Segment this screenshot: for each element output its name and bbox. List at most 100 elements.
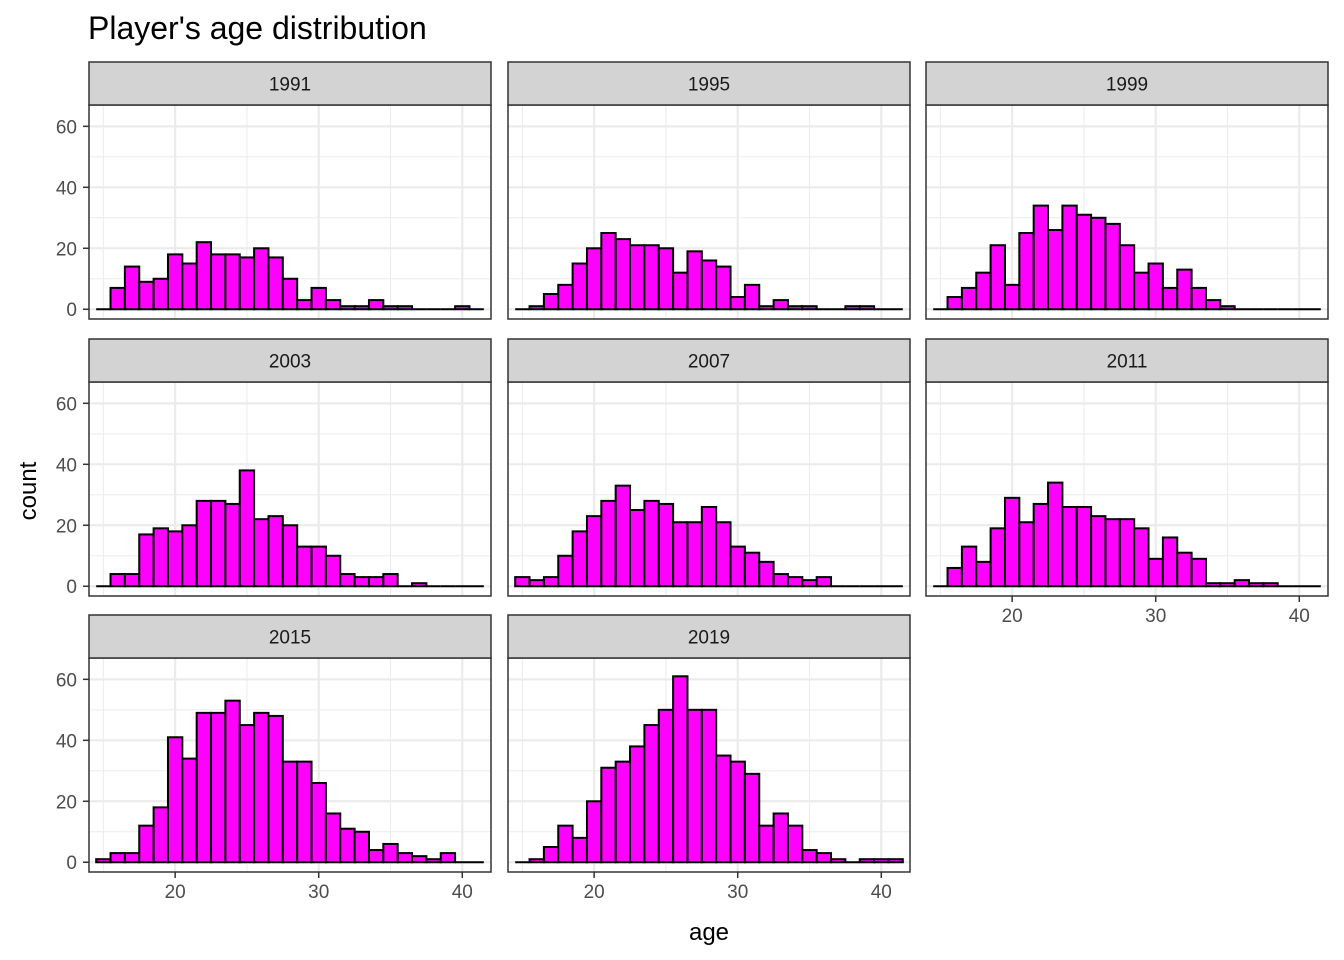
histogram-bar [353,305,370,311]
chart-title: Player's age distribution [88,10,427,46]
facet-panels: 1991 1995 1999 2003 2007 2011 2015 2019 [88,61,1329,873]
histogram-bar [1018,232,1035,311]
facet-panel-2015: 2015 [88,614,492,873]
histogram-bar [411,582,428,588]
histogram-bar [772,573,789,588]
histogram-bar [1176,551,1193,588]
histogram-bar [542,576,560,588]
histogram-bar [629,509,646,588]
histogram-bar [557,283,574,311]
histogram-bar [1133,271,1150,311]
histogram-bar [989,527,1006,588]
facet-panel-1995: 1995 [507,61,911,320]
x-axis-tick-label: 30 [727,882,748,903]
y-axis-tick-label: 20 [56,792,77,813]
facet-panel-1991: 1991 [88,61,492,320]
histogram-bar [715,521,732,588]
x-axis-tick-label: 40 [1289,606,1310,627]
histogram-bar [772,812,789,864]
histogram-bar [382,305,399,311]
y-axis-tick-label: 40 [56,178,77,199]
histogram-bar [1090,515,1107,588]
facet-strip [925,338,1329,383]
histogram-bar [152,277,169,311]
y-axis-tick-label: 0 [66,853,77,874]
histogram-bars-2015 [95,699,484,864]
histogram-bar [367,576,385,588]
histogram-bar [557,824,574,864]
histogram-bar [1204,582,1222,588]
histogram-bar [181,524,198,588]
y-axis-tick-label: 40 [56,731,77,752]
histogram-bar [858,858,876,864]
histogram-bar [1075,505,1093,588]
histogram-bar [210,253,227,311]
y-axis-tick-label: 0 [66,300,77,321]
histogram-bar [1161,286,1179,311]
histogram-bar [585,515,603,588]
histogram-bar [758,824,775,864]
y-axis-tick-label: 20 [56,516,77,537]
histogram-bar [571,836,588,864]
x-axis-tick-label: 20 [584,882,605,903]
histogram-bar [253,247,270,311]
histogram-bar [224,502,241,588]
histogram-bar [729,296,746,311]
histogram-bars-2019 [515,675,904,864]
histogram-bar [1090,216,1107,311]
histogram-bar [528,305,545,311]
histogram-bar [123,265,141,311]
histogram-bar [715,754,732,864]
histogram-bar [989,244,1006,311]
axes: 0 20 40 60 0 20 40 60 20 30 40 0 20 40 60 20 30 40 20 30 40 [56,117,1310,903]
histogram-bar [1219,582,1236,588]
histogram-bar [801,849,818,864]
histogram-bars-1999 [933,204,1321,311]
histogram-bar [210,711,227,864]
facet-strip [507,61,911,106]
histogram-bar [267,714,284,864]
histogram-bar [758,560,775,588]
histogram-bar [224,699,241,864]
histogram-bar [267,256,284,311]
histogram-bar [339,305,356,311]
histogram-bar [614,484,632,588]
histogram-bar [643,724,660,864]
histogram-bar [585,247,603,311]
histogram-bar [396,305,414,311]
histogram-bar [138,824,155,864]
y-axis-tick-label: 0 [66,577,77,598]
facet-strip-label: 2015 [269,628,311,649]
histogram-bar [960,286,978,311]
facet-strip [88,338,492,383]
histogram-bar [353,576,370,588]
histogram-bar [960,545,978,588]
x-axis-tick-label: 40 [452,882,473,903]
histogram-bar [1161,536,1179,588]
histogram-bar [310,545,327,588]
facet-strip-label: 1995 [688,75,730,96]
histogram-bar [844,305,861,311]
histogram-bar [715,265,732,311]
histogram-bar [858,305,876,311]
histogram-bar [324,299,342,311]
histogram-bar [382,573,399,588]
facet-strip [925,61,1329,106]
histogram-bar [339,827,356,864]
histogram-bar [152,527,169,588]
histogram-bar [95,858,112,864]
histogram-bar [657,247,675,311]
histogram-bar [1104,518,1121,588]
histogram-bar [672,271,689,311]
histogram-bar [614,238,632,311]
histogram-bar [109,852,126,864]
histogram-bar [1061,505,1078,588]
y-axis-title: count [15,461,42,520]
x-axis-tick-label: 20 [1002,606,1023,627]
histogram-bar [643,244,660,311]
histogram-bar [729,760,746,864]
histogram-bar [296,545,313,588]
histogram-bar [758,305,775,311]
histogram-bar [614,760,632,864]
histogram-bar [657,708,675,864]
